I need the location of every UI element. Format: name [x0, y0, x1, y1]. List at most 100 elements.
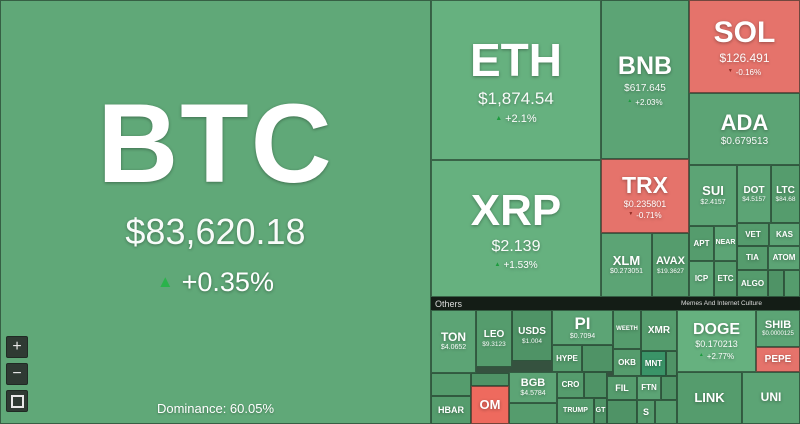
tile-misc-2[interactable]: [784, 270, 800, 297]
coin-price: $0.679513: [720, 136, 769, 148]
coin-symbol: XLM: [612, 252, 641, 268]
tile-etc[interactable]: ETC: [714, 261, 737, 297]
tile-fil[interactable]: FIL: [607, 376, 637, 400]
tile-misc-4[interactable]: [666, 351, 677, 376]
tile-ftn[interactable]: FTN: [637, 376, 661, 400]
btc-dominance: Dominance: 60.05%: [156, 401, 275, 417]
coin-symbol: TRUMP: [563, 406, 588, 414]
coin-price: $1,874.54: [478, 89, 554, 109]
tile-mnt[interactable]: MNT: [641, 351, 666, 376]
tile-kas[interactable]: KAS: [769, 223, 800, 246]
coin-symbol: UNI: [760, 390, 782, 405]
coin-symbol: ATOM: [772, 253, 796, 263]
zoom-in-button[interactable]: +: [6, 336, 28, 358]
tile-shib[interactable]: SHIB $0.0000125: [756, 310, 800, 347]
coin-price: $617.645: [624, 83, 666, 95]
tile-trx[interactable]: TRX $0.235801 ▼ -0.71%: [601, 159, 689, 233]
coin-symbol: S: [642, 406, 649, 417]
tile-near[interactable]: NEAR: [714, 226, 737, 261]
tile-tia[interactable]: TIA: [737, 246, 768, 270]
tile-s[interactable]: S: [637, 400, 655, 424]
tile-misc-7[interactable]: [607, 400, 637, 424]
coin-symbol: XMR: [647, 324, 671, 336]
coin-symbol: VET: [745, 229, 761, 239]
tile-atom[interactable]: ATOM: [768, 246, 800, 270]
tile-ada[interactable]: ADA $0.679513: [689, 93, 800, 165]
coin-symbol: XRP: [470, 185, 562, 235]
coin-symbol: SUI: [702, 183, 724, 198]
section-header-others[interactable]: Others: [431, 297, 677, 310]
coin-symbol: APT: [693, 238, 710, 248]
tile-btc[interactable]: BTC $83,620.18 ▲ +0.35% Dominance: 60.05…: [0, 0, 431, 424]
tile-algo[interactable]: ALGO: [737, 270, 768, 297]
tile-trump[interactable]: TRUMP: [557, 398, 594, 424]
tile-xmr[interactable]: XMR: [641, 310, 677, 351]
tile-ton[interactable]: TON $4.0652: [431, 310, 476, 373]
tile-doge[interactable]: DOGE $0.170213 ▲ +2.77%: [677, 310, 756, 372]
coin-symbol: HBAR: [438, 404, 464, 415]
coin-symbol: CRO: [561, 380, 580, 390]
tile-xrp[interactable]: XRP $2.139 ▲ +1.53%: [431, 160, 601, 297]
section-header-memes[interactable]: Memes And Internet Culture: [677, 297, 800, 310]
tile-sol[interactable]: SOL $126.491 ▼ -0.16%: [689, 0, 800, 93]
coin-symbol: PEPE: [764, 353, 792, 365]
coin-symbol: GT: [595, 406, 606, 414]
tile-apt[interactable]: APT: [689, 226, 714, 261]
coin-symbol: ETH: [470, 34, 562, 87]
tile-icp[interactable]: ICP: [689, 261, 714, 297]
coin-symbol: DOT: [743, 184, 765, 196]
tile-pi[interactable]: PI $0.7094: [552, 310, 613, 345]
zoom-out-button[interactable]: −: [6, 363, 28, 385]
tile-bnb[interactable]: BNB $617.645 ▲ +2.03%: [601, 0, 689, 159]
tile-usds[interactable]: USDS $1.004: [512, 310, 552, 361]
tile-misc-5[interactable]: [584, 372, 607, 398]
fullscreen-button[interactable]: [6, 390, 28, 412]
tile-misc-11[interactable]: [509, 403, 557, 424]
tile-avax[interactable]: AVAX $19.3627: [652, 233, 689, 297]
coin-price: $0.170213: [695, 339, 738, 350]
tile-uni[interactable]: UNI: [742, 372, 800, 424]
tile-misc-6[interactable]: [661, 376, 677, 400]
coin-symbol: WEETH: [616, 326, 638, 333]
coin-symbol: SOL: [713, 16, 776, 50]
tile-link[interactable]: LINK: [677, 372, 742, 424]
tile-hype[interactable]: HYPE: [552, 345, 582, 372]
coin-symbol: ALGO: [740, 278, 765, 288]
up-arrow-icon: ▲: [494, 261, 501, 269]
tile-eth[interactable]: ETH $1,874.54 ▲ +2.1%: [431, 0, 601, 160]
tile-okb[interactable]: OKB: [613, 349, 641, 376]
tile-misc-1[interactable]: [768, 270, 784, 297]
coin-symbol: LINK: [694, 389, 725, 405]
tile-vet[interactable]: VET: [737, 223, 769, 246]
coin-price: $9.3123: [482, 340, 506, 348]
tile-misc-3[interactable]: [582, 345, 613, 372]
tile-xlm[interactable]: XLM $0.273051: [601, 233, 652, 297]
tile-hbar[interactable]: HBAR: [431, 396, 471, 424]
coin-price: $0.7094: [569, 333, 596, 341]
coin-price: $0.273051: [609, 268, 644, 276]
coin-change: ▼ -0.16%: [727, 67, 762, 77]
tile-om[interactable]: OM: [471, 386, 509, 424]
up-arrow-icon: ▲: [157, 271, 174, 291]
coin-symbol: PI: [574, 313, 591, 333]
tile-bgb[interactable]: BGB $4.5784: [509, 372, 557, 403]
coin-price: $0.235801: [623, 198, 667, 209]
coin-change: ▲ +0.35%: [157, 266, 274, 297]
coin-symbol: SHIB: [764, 318, 792, 331]
tile-cro[interactable]: CRO: [557, 372, 584, 398]
tile-dot[interactable]: DOT $4.5157: [737, 165, 771, 223]
up-arrow-icon: ▲: [698, 352, 704, 358]
tile-misc-10[interactable]: [471, 373, 509, 386]
tile-weeth[interactable]: WEETH: [613, 310, 641, 349]
tile-misc-9[interactable]: [431, 373, 471, 396]
tile-gt[interactable]: GT: [594, 398, 607, 424]
tile-sui[interactable]: SUI $2.4157: [689, 165, 737, 226]
coin-change: ▲ +2.1%: [495, 112, 537, 125]
tile-leo[interactable]: LEO $9.3123: [476, 310, 512, 367]
tile-misc-8[interactable]: [655, 400, 677, 424]
coin-symbol: DOGE: [692, 321, 741, 339]
tile-ltc[interactable]: LTC $84.68: [771, 165, 800, 223]
coin-price: $4.5157: [742, 196, 766, 204]
tile-pepe[interactable]: PEPE: [756, 347, 800, 372]
